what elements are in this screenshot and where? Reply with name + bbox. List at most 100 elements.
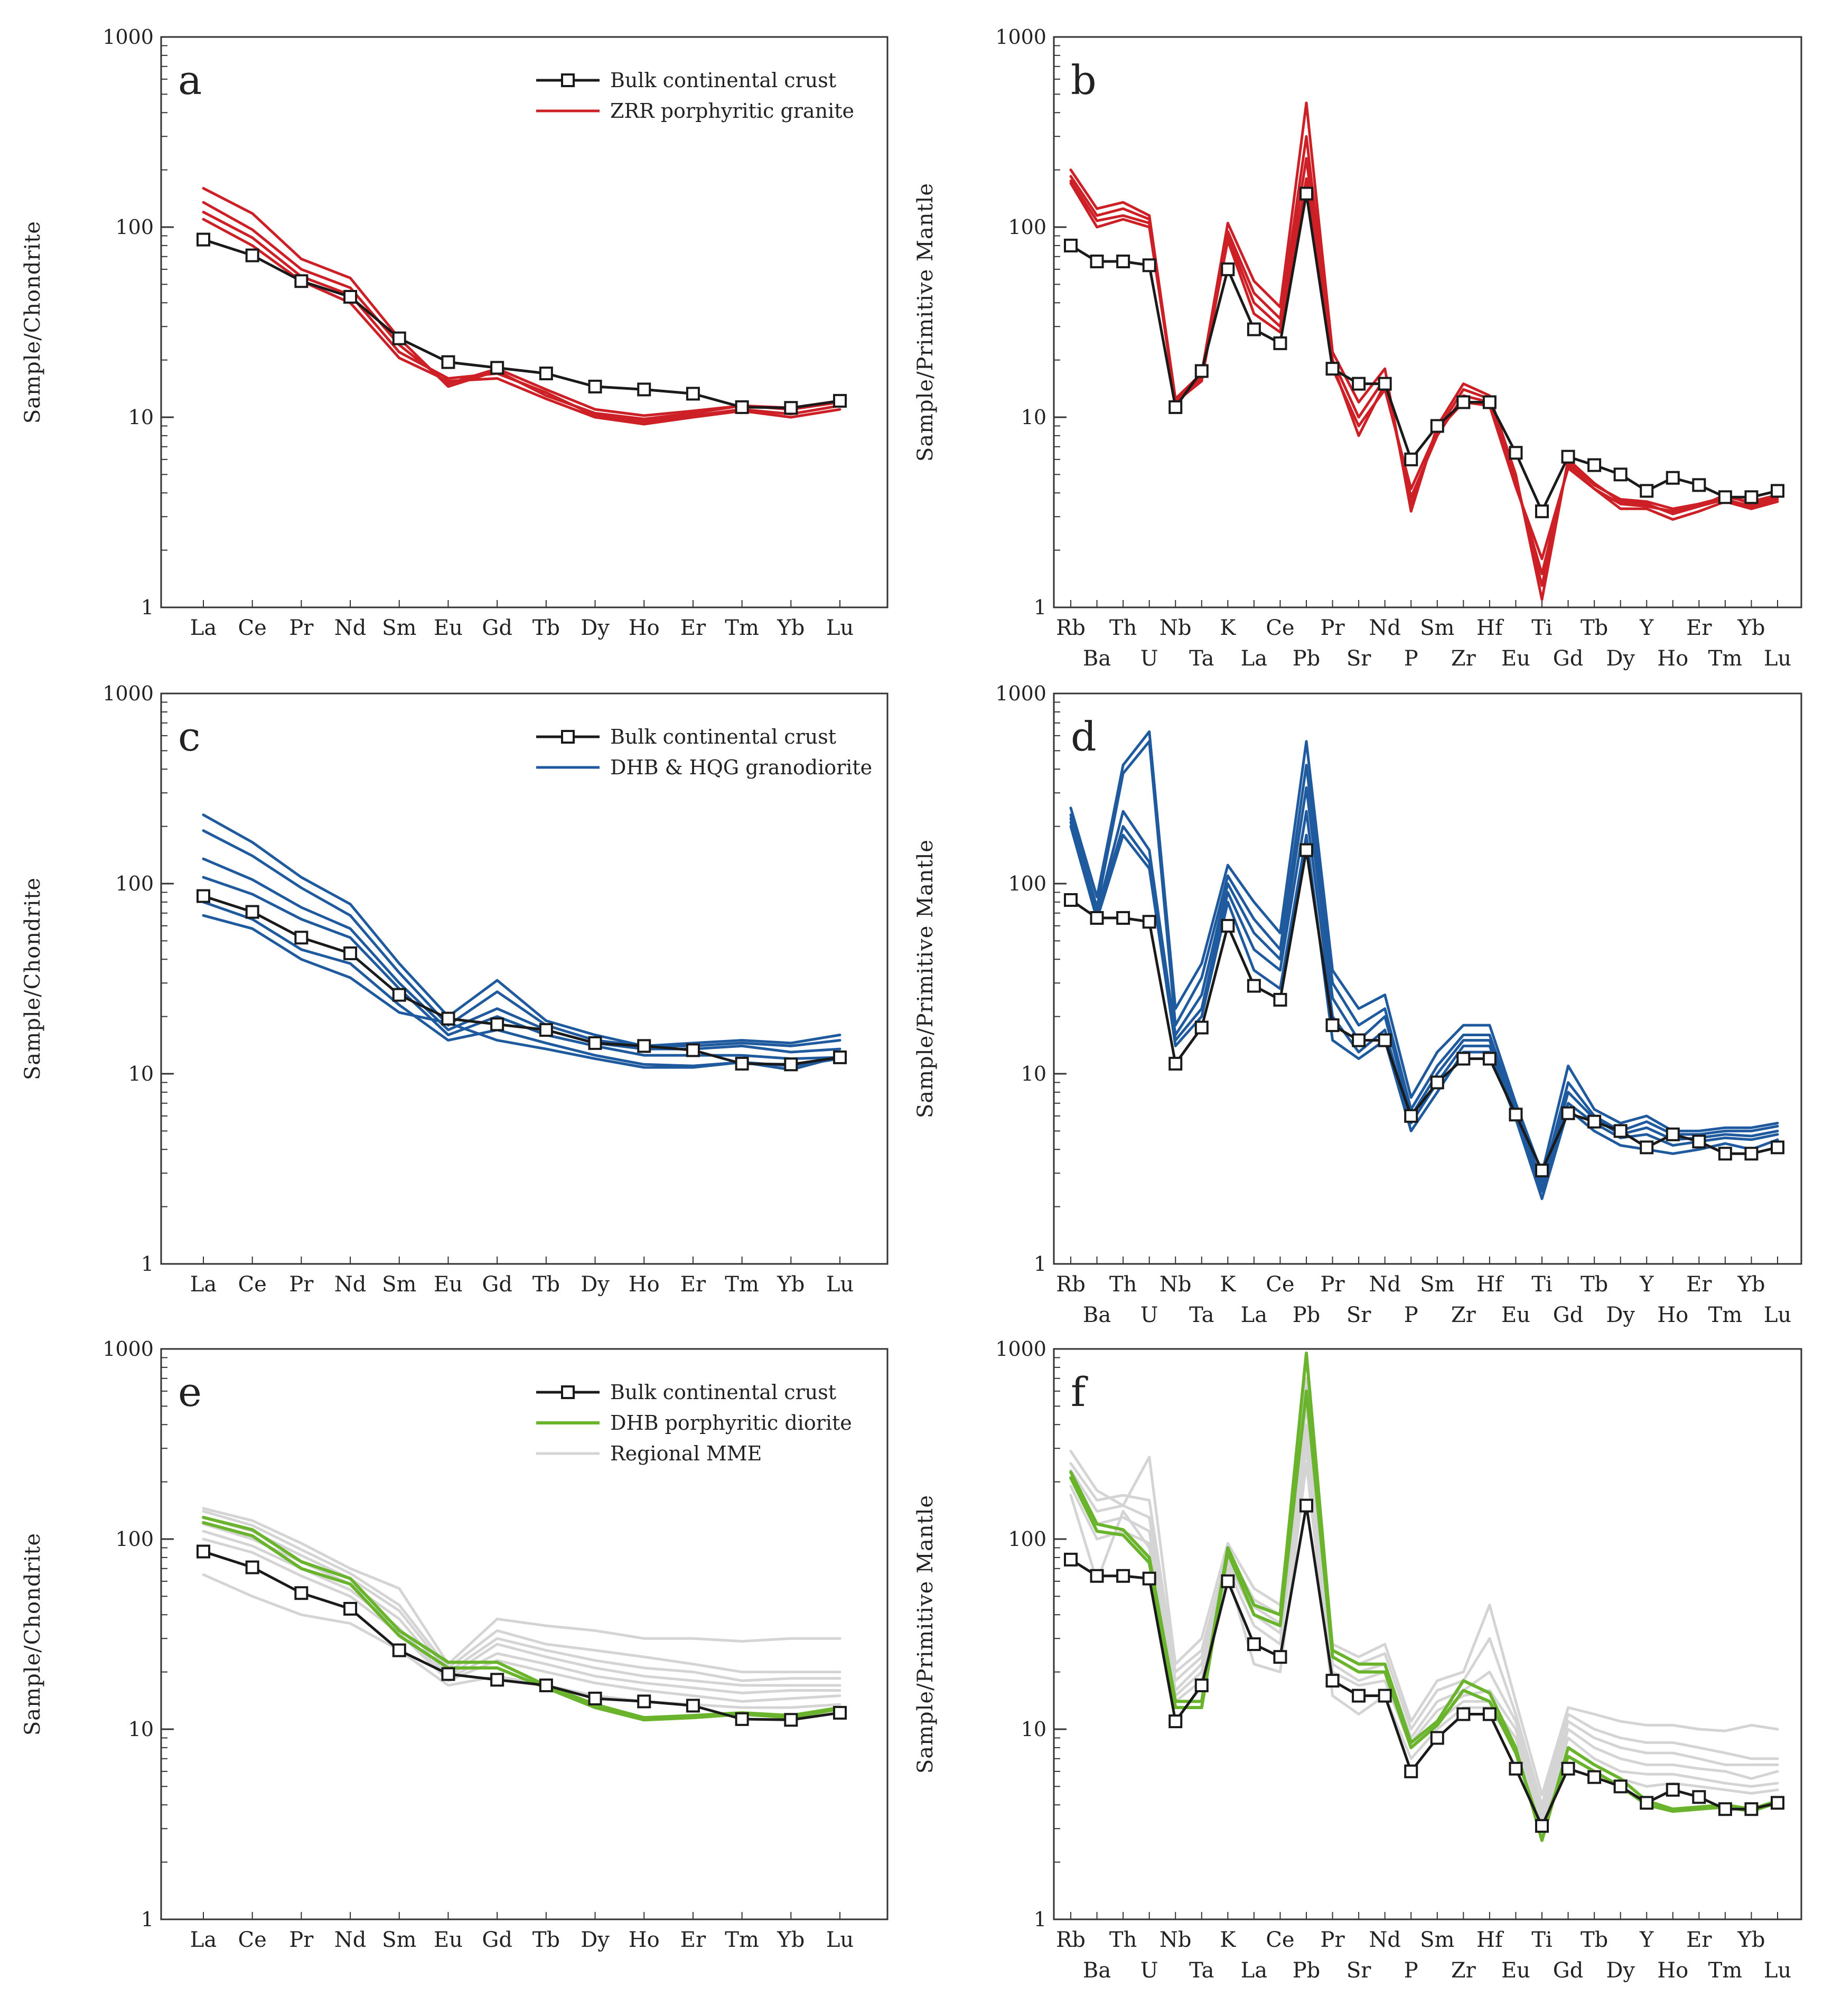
data-point-marker: [1116, 911, 1130, 925]
x-category-label-lower: Lu: [1764, 1303, 1791, 1327]
series-group: [1064, 101, 1784, 601]
x-category-label: Sm: [382, 616, 416, 640]
x-category-label-lower: La: [1241, 1958, 1267, 1983]
plot-frame: [160, 36, 889, 608]
data-point-marker: [1194, 364, 1209, 378]
panel-letter: a: [178, 57, 202, 104]
data-point-marker: [637, 1694, 651, 1709]
x-category-label-lower: U: [1140, 646, 1158, 671]
data-point-marker: [1666, 1127, 1680, 1141]
panel-e: 1 10 100 1000 La Ce Pr Nd Sm Eu Gd Tb Dy Ho Er Tm Yb Lu Sa…: [21, 1337, 889, 1952]
x-category-label: Er: [1686, 616, 1712, 640]
x-category-label: Hf: [1476, 616, 1504, 640]
y-axis-title: Sample/Chondrite: [21, 221, 45, 424]
data-point-marker: [1116, 1569, 1130, 1583]
data-point-marker: [1640, 484, 1654, 498]
x-category-label: Gd: [482, 1272, 512, 1297]
x-category-label: Pr: [1321, 1272, 1345, 1297]
data-point-marker: [1718, 490, 1732, 504]
data-point-marker: [197, 889, 210, 903]
data-point-marker: [1640, 1140, 1654, 1155]
data-point-marker: [539, 1023, 553, 1037]
panel-a: 1 10 100 1000 La Ce Pr Nd Sm Eu Gd Tb Dy Ho Er Tm Yb Lu Sa…: [21, 25, 889, 640]
data-point-marker: [1247, 322, 1261, 336]
series-line-grey: [202, 1516, 841, 1682]
series-line-green: [1069, 1352, 1779, 1842]
x-category-label-lower: Sr: [1347, 1958, 1371, 1983]
data-point-marker: [441, 1011, 455, 1026]
x-category-label: Dy: [581, 1928, 610, 1952]
x-category-label-lower: Lu: [1764, 646, 1791, 671]
data-point-marker: [1168, 1056, 1183, 1071]
x-category-label: Ce: [238, 1928, 267, 1952]
x-category-label: Nd: [334, 1272, 367, 1297]
data-point-marker: [1535, 1819, 1549, 1833]
data-point-marker: [1771, 484, 1784, 498]
series-line-blue: [1069, 825, 1779, 1201]
x-category-label-lower: Ho: [1657, 1958, 1688, 1983]
data-point-marker: [588, 1691, 602, 1705]
data-point-marker: [1692, 1134, 1706, 1149]
series-line-blue: [1069, 740, 1779, 1184]
series-line-blue: [1069, 786, 1779, 1190]
data-point-marker: [1090, 1569, 1104, 1583]
x-category-label: Dy: [581, 1272, 610, 1297]
data-point-marker: [1587, 1114, 1602, 1129]
series-line-blue: [202, 857, 841, 1054]
x-category-label-lower: Gd: [1553, 646, 1584, 671]
x-category-label-lower: Eu: [1501, 1303, 1530, 1327]
data-point-marker: [1299, 186, 1313, 201]
x-category-label: Nd: [1369, 1272, 1401, 1297]
x-category-label: Ce: [1266, 1928, 1294, 1952]
data-point-marker: [1142, 1571, 1156, 1586]
x-category-label: Tb: [532, 1928, 560, 1952]
x-category-label-lower: La: [1241, 646, 1267, 671]
x-category-label: Ce: [1266, 616, 1294, 640]
x-category-label-lower: Tm: [1708, 646, 1743, 671]
series-line-grey: [202, 1507, 841, 1666]
legend-label: ZRR porphyritic granite: [610, 99, 854, 123]
y-tick-label: 100: [1008, 1527, 1046, 1551]
x-category-label: Hf: [1476, 1928, 1504, 1952]
y-tick-label: 1: [1034, 1252, 1046, 1276]
data-point-marker: [343, 289, 358, 304]
x-category-label: Lu: [826, 616, 854, 640]
legend-label: Bulk continental crust: [610, 69, 836, 92]
y-tick-label: 1: [141, 596, 154, 619]
legend-marker: [561, 730, 575, 744]
series-line-crust: [1069, 192, 1779, 513]
data-point-marker: [1168, 1714, 1183, 1729]
data-point-marker: [294, 931, 308, 945]
x-category-label-lower: Tm: [1708, 1303, 1743, 1327]
data-point-marker: [1142, 258, 1156, 273]
x-category-label: Eu: [434, 1928, 463, 1952]
data-point-marker: [1744, 1147, 1759, 1161]
x-category-label-lower: Dy: [1606, 1303, 1635, 1327]
x-category-label: Rb: [1056, 1272, 1086, 1297]
data-point-marker: [1718, 1147, 1732, 1161]
x-category-label-lower: U: [1140, 1303, 1158, 1327]
x-category-label: Gd: [482, 616, 512, 640]
series-line-red: [1069, 177, 1779, 560]
x-category-label: Tb: [1581, 1272, 1608, 1297]
y-tick-label: 100: [1008, 215, 1046, 239]
y-tick-label: 10: [128, 1062, 154, 1085]
data-point-marker: [245, 1560, 259, 1574]
x-category-label: Nd: [334, 1928, 367, 1952]
data-point-marker: [1352, 1689, 1366, 1703]
y-tick-label: 100: [115, 872, 154, 895]
data-point-marker: [1613, 1124, 1628, 1138]
y-tick-label: 10: [1021, 406, 1046, 429]
data-point-marker: [1090, 254, 1104, 268]
x-category-label-lower: Ba: [1083, 1958, 1111, 1983]
x-category-label-lower: Zr: [1451, 1303, 1476, 1327]
data-point-marker: [1561, 449, 1575, 464]
y-tick-label: 10: [1021, 1062, 1046, 1085]
data-point-marker: [1221, 918, 1235, 933]
series-group: [1064, 1352, 1784, 1842]
y-tick-label: 1000: [995, 25, 1046, 49]
x-category-label: Th: [1109, 616, 1137, 640]
data-point-marker: [1273, 336, 1287, 350]
x-category-label: Pr: [1321, 616, 1345, 640]
x-category-label: Ti: [1531, 616, 1552, 640]
